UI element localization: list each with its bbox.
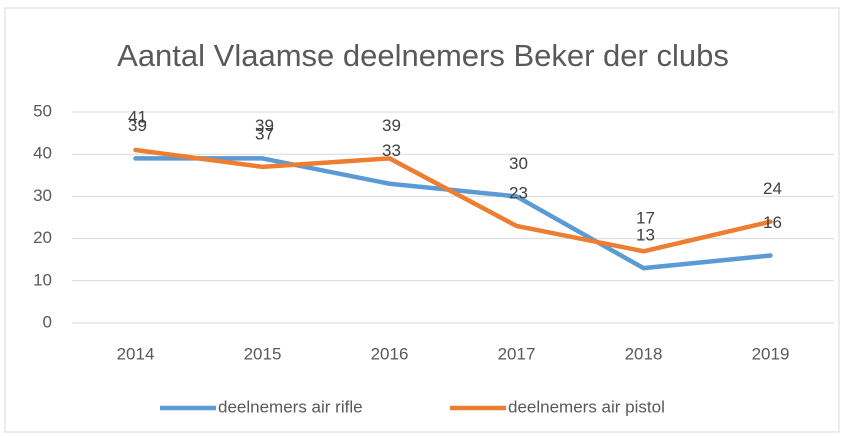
legend-label: deelnemers air rifle bbox=[218, 397, 363, 416]
y-tick-label: 0 bbox=[43, 312, 52, 331]
data-label: 39 bbox=[382, 116, 401, 135]
data-label: 39 bbox=[255, 116, 274, 135]
chart-title: Aantal Vlaamse deelnemers Beker der club… bbox=[117, 38, 729, 73]
y-tick-label: 10 bbox=[33, 270, 52, 289]
data-label: 33 bbox=[382, 141, 401, 160]
x-tick-label: 2014 bbox=[117, 344, 155, 363]
x-tick-label: 2019 bbox=[752, 344, 790, 363]
y-tick-label: 20 bbox=[33, 228, 52, 247]
data-label: 17 bbox=[636, 209, 655, 228]
data-label: 37 bbox=[255, 124, 274, 143]
x-tick-label: 2017 bbox=[498, 344, 536, 363]
x-tick-label: 2018 bbox=[625, 344, 663, 363]
data-label: 16 bbox=[763, 213, 782, 232]
data-label: 30 bbox=[509, 154, 528, 173]
series-line bbox=[133, 147, 773, 254]
x-tick-label: 2015 bbox=[244, 344, 282, 363]
y-tick-label: 40 bbox=[33, 144, 52, 163]
data-label: 13 bbox=[636, 226, 655, 245]
data-label: 41 bbox=[128, 107, 147, 126]
y-tick-label: 30 bbox=[33, 186, 52, 205]
data-label: 24 bbox=[763, 179, 782, 198]
x-tick-label: 2016 bbox=[371, 344, 409, 363]
chart-border bbox=[4, 7, 840, 433]
y-tick-label: 50 bbox=[33, 101, 52, 120]
legend-label: deelnemers air pistol bbox=[508, 397, 665, 416]
data-label: 23 bbox=[509, 183, 528, 202]
data-label: 39 bbox=[128, 116, 147, 135]
